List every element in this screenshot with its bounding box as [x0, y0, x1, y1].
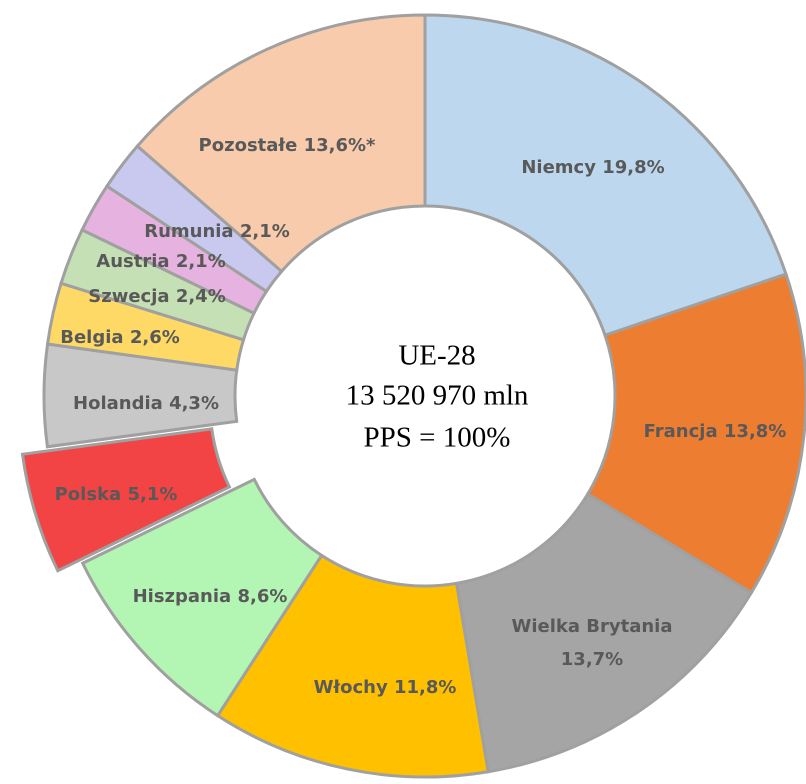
- value-label: 19,8%: [602, 157, 664, 178]
- segment-label: Belgia 2,6%: [60, 327, 180, 348]
- category-name: Hiszpania: [133, 586, 232, 607]
- segment: [80, 477, 324, 718]
- segment: [215, 553, 490, 779]
- segment: [423, 13, 788, 338]
- center-text: UE-28: [398, 340, 475, 372]
- segment: [20, 427, 232, 573]
- segment-label: Holandia 4,3%: [73, 393, 219, 414]
- segment: [585, 272, 806, 595]
- value-label: 5,1%: [127, 484, 177, 505]
- segment-label: Austria 2,1%: [96, 251, 225, 272]
- value-label: 2,1%: [240, 221, 290, 242]
- value-label: 11,8%: [394, 677, 456, 698]
- value-label: 13,8%: [724, 421, 786, 442]
- segment-label: Francja 13,8%: [644, 421, 787, 442]
- category-name: Niemcy: [521, 157, 596, 178]
- segment-label: Włochy 11,8%: [314, 677, 457, 698]
- segment: [135, 13, 427, 274]
- segment-label: Rumunia 2,1%: [144, 221, 290, 242]
- value-label: 13,6%*: [304, 135, 376, 156]
- segment-label: Szwecja 2,4%: [88, 286, 225, 307]
- segment-label: Wielka Brytania 13,7%: [512, 616, 673, 670]
- category-name: Rumunia: [144, 221, 233, 242]
- segment: [454, 492, 754, 774]
- category-name: Holandia: [73, 393, 163, 414]
- value-label: 13,7%: [561, 649, 623, 670]
- category-name: Szwecja: [88, 286, 169, 307]
- center-text: PPS = 100%: [364, 422, 511, 454]
- value-label: 2,6%: [130, 327, 180, 348]
- category-name: Polska: [55, 484, 122, 505]
- segment-label: Niemcy 19,8%: [521, 157, 664, 178]
- category-name: Francja: [644, 421, 718, 442]
- category-name: Belgia: [60, 327, 123, 348]
- center-text: 13 520 970 mln: [346, 380, 529, 412]
- labels: Niemcy 19,8% Francja 13,8% Wielka Brytania…: [55, 135, 787, 698]
- value-label: 8,6%: [237, 586, 287, 607]
- category-name: Austria: [96, 251, 169, 272]
- segment-label: Pozostałe 13,6%*: [199, 135, 376, 156]
- category-name: Włochy: [314, 677, 388, 698]
- category-name: Wielka Brytania: [512, 616, 673, 637]
- segment-label: Hiszpania 8,6%: [133, 586, 288, 607]
- segment-label: Polska 5,1%: [55, 484, 178, 505]
- category-name: Pozostałe: [199, 135, 298, 156]
- value-label: 2,4%: [176, 286, 226, 307]
- segments: [20, 13, 806, 779]
- value-label: 4,3%: [169, 393, 219, 414]
- value-label: 2,1%: [176, 251, 226, 272]
